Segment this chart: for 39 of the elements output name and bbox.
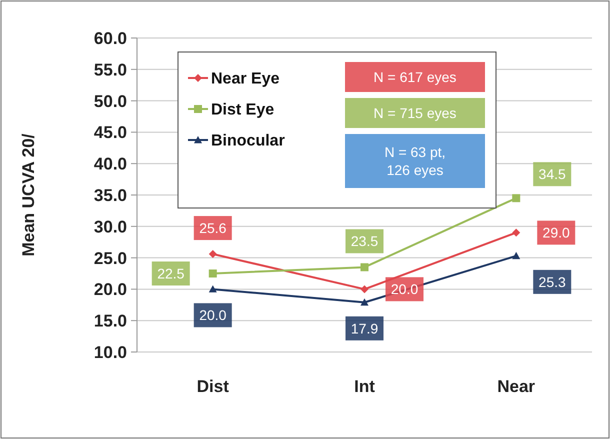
y-tick-label: 20.0 — [94, 280, 127, 300]
point — [512, 194, 520, 202]
legend-label: Near Eye — [211, 70, 280, 88]
y-tick-label: 40.0 — [94, 154, 127, 174]
point — [208, 250, 217, 258]
point — [360, 298, 368, 306]
x-tick-label: Int — [354, 377, 376, 396]
y-tick-label: 60.0 — [94, 28, 127, 48]
point — [208, 285, 217, 292]
data-label: 22.5 — [157, 265, 185, 282]
point — [208, 270, 217, 278]
annotation: N = 63 pt, 126 eyes — [384, 144, 446, 178]
point — [360, 263, 368, 272]
data-label: 20.0 — [199, 307, 227, 324]
x-tick-label: Dist — [196, 377, 230, 396]
data-label: 34.5 — [538, 166, 566, 182]
point — [512, 252, 520, 260]
legend-label: Binocular — [211, 132, 285, 150]
data-label: 25.6 — [199, 220, 227, 236]
y-axis-title: Mean UCVA 20/ — [19, 133, 38, 256]
data-label: 29.0 — [542, 224, 570, 241]
y-tick-label: 30.0 — [94, 217, 127, 236]
legend-label: Dist Eye — [211, 102, 274, 119]
y-tick-label: 25.0 — [94, 248, 127, 268]
y-tick-label: 55.0 — [94, 60, 127, 80]
point — [512, 228, 520, 237]
data-label: 17.9 — [350, 320, 378, 336]
data-label: 23.5 — [350, 233, 378, 250]
y-tick-label: 35.0 — [94, 186, 127, 205]
y-tick-label: 10.0 — [94, 342, 127, 362]
x-tick-label: Near — [497, 377, 536, 396]
y-tick-label: 45.0 — [94, 123, 127, 142]
point — [360, 285, 368, 294]
annotation: N = 715 eyes — [374, 104, 456, 121]
annotation: N = 617 eyes — [374, 68, 456, 85]
data-label: 20.0 — [390, 281, 418, 298]
y-tick-label: 50.0 — [94, 92, 127, 111]
y-tick-label: 15.0 — [94, 312, 127, 331]
data-label: 25.3 — [538, 274, 566, 290]
